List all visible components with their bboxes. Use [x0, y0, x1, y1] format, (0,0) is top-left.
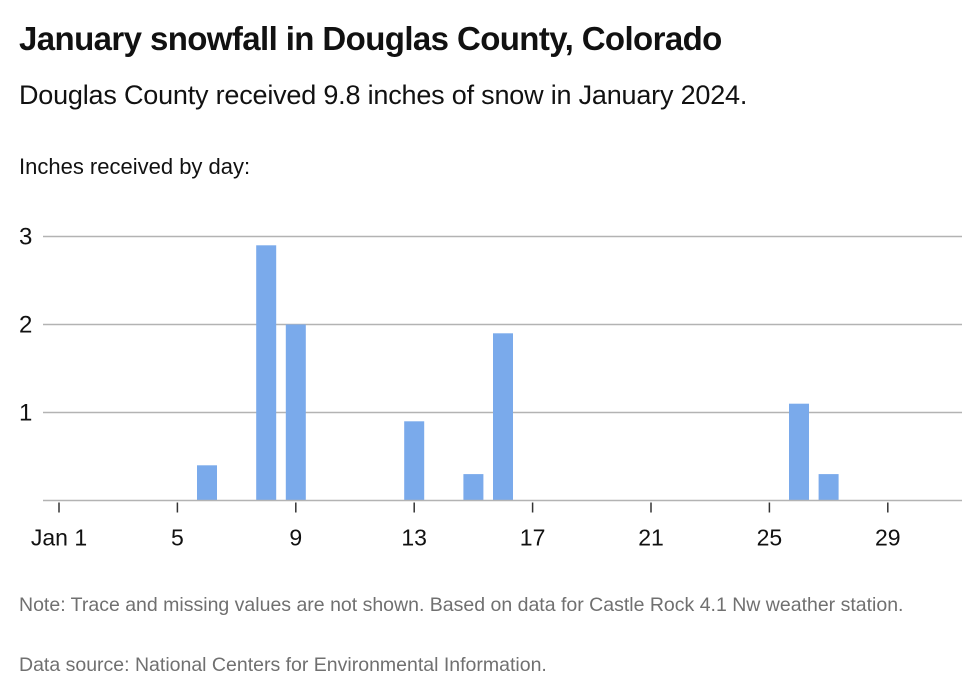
- chart-title: January snowfall in Douglas County, Colo…: [19, 20, 722, 57]
- bar-day-16: [493, 333, 513, 501]
- y-tick-label: 2: [19, 312, 32, 339]
- bar-day-6: [197, 465, 217, 501]
- gridlines: 1 2 3: [19, 224, 962, 427]
- y-tick-label: 3: [19, 224, 32, 251]
- x-axis: Jan 1 5 9 13 17 21 25 29: [31, 499, 962, 551]
- x-tick-label: 25: [757, 525, 783, 551]
- bar-day-8: [256, 245, 277, 501]
- x-tick-label: 9: [289, 525, 302, 551]
- x-tick-label: 29: [875, 525, 901, 551]
- bar-day-9: [285, 324, 306, 501]
- bar-chart: 1 2 3 Jan 1 5 9 13 17 21 25 29: [19, 224, 962, 551]
- y-tick-label: 1: [19, 400, 32, 427]
- y-axis-label: Inches received by day:: [19, 154, 251, 179]
- bar-day-27: [818, 474, 839, 501]
- bars: [197, 245, 839, 501]
- x-tick-label: 17: [520, 525, 546, 551]
- x-tick-label: Jan 1: [31, 525, 87, 551]
- x-tick-label: 21: [638, 525, 664, 551]
- chart-subtitle: Douglas County received 9.8 inches of sn…: [19, 80, 748, 110]
- x-tick-label: 13: [401, 525, 427, 551]
- bar-day-15: [463, 474, 484, 501]
- bar-day-26: [789, 403, 809, 501]
- data-source: Data source: National Centers for Enviro…: [19, 654, 547, 676]
- x-tick-label: 5: [171, 525, 184, 551]
- bar-day-13: [404, 421, 425, 501]
- chart-note: Note: Trace and missing values are not s…: [19, 594, 904, 616]
